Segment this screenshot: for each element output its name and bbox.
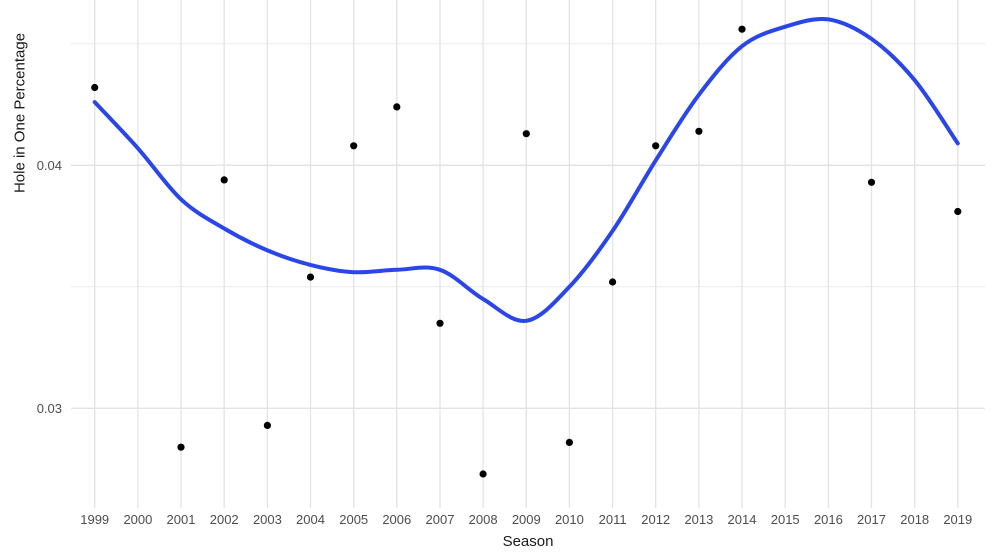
data-point <box>609 278 617 286</box>
x-axis-title: Season <box>502 533 554 550</box>
data-point <box>652 142 660 150</box>
x-tick-label: 1999 <box>80 512 109 527</box>
data-point <box>177 443 185 451</box>
data-point <box>522 130 530 138</box>
data-point <box>220 176 228 184</box>
x-tick-label: 2010 <box>555 512 584 527</box>
x-tick-label: 2001 <box>167 512 196 527</box>
x-tick-label: 2008 <box>469 512 498 527</box>
data-point <box>867 178 876 186</box>
x-tick-label: 2015 <box>771 512 800 527</box>
y-tick-label: 0.03 <box>37 401 62 416</box>
data-point <box>738 25 746 33</box>
x-tick-label: 2019 <box>943 512 972 527</box>
data-point <box>695 127 703 135</box>
data-point <box>350 142 358 150</box>
x-tick-label: 2002 <box>210 512 239 527</box>
x-tick-label: 2000 <box>123 512 152 527</box>
y-tick-label: 0.04 <box>37 158 62 173</box>
data-point <box>479 470 487 478</box>
data-point <box>306 273 315 281</box>
x-tick-label: 2009 <box>512 512 541 527</box>
x-tick-label: 2006 <box>382 512 411 527</box>
trend-line <box>92 16 960 323</box>
data-point <box>91 83 99 92</box>
y-axis-title: Hole in One Percentage <box>11 32 29 194</box>
data-point <box>954 207 962 216</box>
x-tick-label: 2012 <box>641 512 670 527</box>
data-point <box>393 103 401 111</box>
x-tick-label: 2011 <box>599 512 627 527</box>
x-tick-label: 2003 <box>253 512 282 527</box>
x-tick-label: 2007 <box>426 512 455 527</box>
x-tick-label: 2017 <box>857 512 886 527</box>
x-tick-label: 2005 <box>339 512 368 527</box>
data-point <box>436 319 444 327</box>
x-tick-label: 2016 <box>814 512 843 527</box>
data-point <box>565 438 574 446</box>
x-tick-label: 2014 <box>728 512 757 527</box>
x-tick-label: 2013 <box>684 512 713 527</box>
x-tick-label: 2018 <box>900 512 929 527</box>
x-tick-label: 2004 <box>296 512 325 527</box>
data-point <box>263 421 271 429</box>
